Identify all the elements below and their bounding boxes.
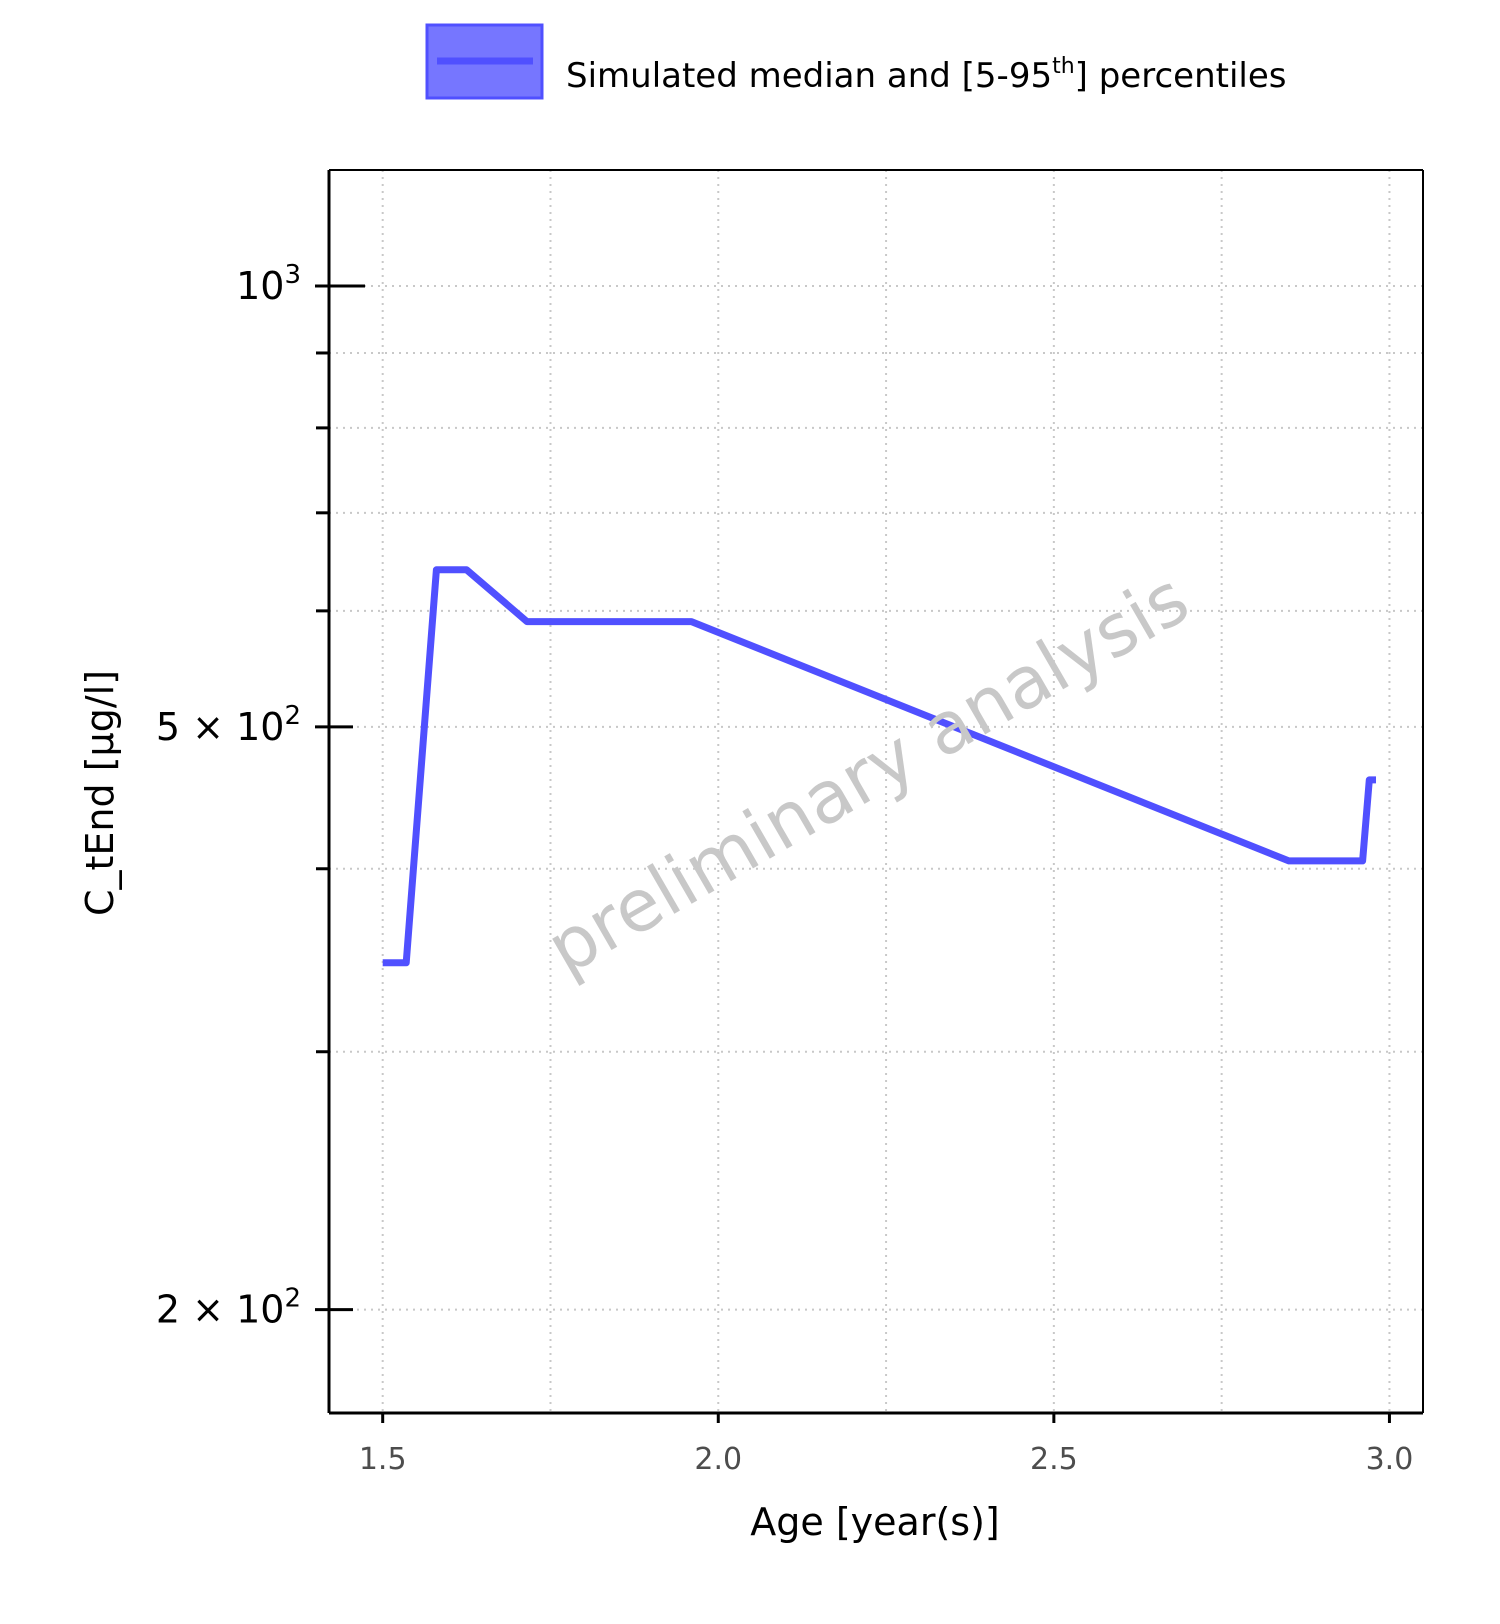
x-tick-label: 2.0	[694, 1442, 742, 1477]
y-tick-exponent: 3	[284, 260, 301, 290]
axes	[327, 169, 1424, 1415]
x-tick-label: 1.5	[359, 1442, 407, 1477]
y-tick-label: 2 × 102	[156, 1284, 301, 1332]
legend-label-end: ] percentiles	[1075, 56, 1287, 96]
y-tick-label: 103	[236, 260, 301, 308]
y-axis-title: C_tEnd [µg/l]	[78, 670, 122, 916]
series-line	[382, 566, 1376, 967]
y-tick-base: 10	[236, 1288, 284, 1332]
y-tick-exponent: 2	[284, 701, 301, 731]
x-tick-label: 3.0	[1366, 1442, 1414, 1477]
legend-label-sup: th	[1052, 54, 1075, 79]
y-tick-mantissa: 2 ×	[156, 1288, 236, 1332]
legend-label: Simulated median and [5-95th] percentile…	[566, 54, 1286, 96]
y-tick-mantissa: 5 ×	[156, 705, 236, 749]
legend-label-main: Simulated median and [5-95	[566, 56, 1052, 96]
legend: Simulated median and [5-95th] percentile…	[425, 23, 1286, 100]
y-tick-label: 5 × 102	[156, 701, 301, 749]
y-tick-base: 10	[236, 264, 284, 308]
grid	[329, 170, 1423, 1413]
y-tick-exponent: 2	[284, 1284, 301, 1314]
x-tick-label: 2.5	[1030, 1442, 1078, 1477]
y-tick-base: 10	[236, 705, 284, 749]
x-axis-title: Age [year(s)]	[750, 1500, 999, 1544]
series-line-group	[382, 566, 1376, 967]
